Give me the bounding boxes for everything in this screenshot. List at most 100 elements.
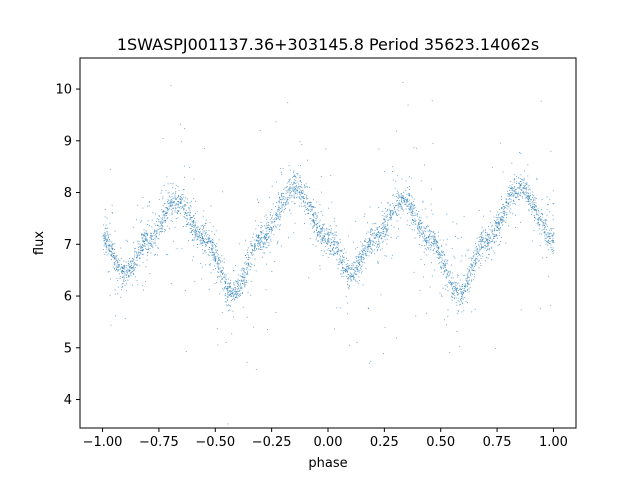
data-point [149, 240, 151, 242]
data-point [174, 211, 176, 213]
data-point [328, 239, 330, 241]
data-point [201, 278, 203, 280]
data-point [411, 204, 413, 206]
data-point [386, 243, 388, 245]
data-point [297, 174, 299, 176]
data-point [300, 185, 302, 187]
data-point [368, 238, 370, 239]
data-point [298, 188, 300, 190]
data-point [211, 249, 213, 251]
data-point [180, 213, 181, 214]
data-point [547, 236, 549, 238]
data-point [513, 195, 515, 197]
data-point [114, 252, 116, 254]
data-point [468, 276, 470, 278]
data-point [169, 203, 171, 205]
data-point [533, 206, 535, 208]
data-point [498, 216, 500, 218]
data-point [426, 240, 428, 242]
data-point [489, 234, 491, 236]
data-point [422, 240, 424, 242]
data-point [250, 251, 252, 253]
data-point [258, 225, 260, 227]
data-point [253, 326, 255, 328]
data-point [454, 281, 456, 283]
data-point [346, 281, 348, 283]
data-point [309, 202, 311, 204]
data-point [227, 423, 229, 425]
data-point [371, 251, 373, 253]
data-point [205, 230, 207, 232]
data-point [210, 272, 212, 274]
data-point [541, 213, 543, 214]
data-point [273, 226, 274, 228]
data-point [417, 228, 419, 230]
data-point [312, 206, 314, 208]
data-point [440, 271, 442, 273]
data-point [145, 238, 147, 240]
data-point [109, 238, 110, 240]
data-point [186, 212, 188, 214]
data-point [460, 299, 462, 301]
data-point [297, 186, 299, 188]
data-point [266, 217, 268, 219]
data-point [247, 262, 249, 264]
data-point [132, 273, 134, 275]
data-point [192, 240, 194, 242]
data-point [239, 275, 241, 277]
data-point [258, 234, 260, 236]
data-point [396, 209, 398, 211]
data-point [167, 199, 169, 201]
data-point [160, 223, 162, 225]
data-point [496, 226, 498, 228]
data-point [354, 279, 356, 281]
data-point [382, 222, 384, 224]
data-point [406, 205, 408, 207]
data-point [153, 233, 155, 234]
data-point [230, 296, 232, 297]
data-point [245, 255, 247, 256]
data-point [218, 262, 219, 264]
data-point [349, 269, 351, 270]
data-point [176, 198, 177, 200]
data-point [351, 268, 353, 270]
data-point [460, 298, 461, 300]
data-point [111, 245, 113, 247]
data-point [414, 206, 416, 208]
data-point [503, 213, 505, 214]
data-point [104, 239, 106, 241]
data-point [128, 275, 130, 277]
data-point [128, 258, 130, 260]
data-point [411, 209, 413, 211]
data-point [374, 230, 376, 231]
data-point [516, 197, 518, 199]
data-point [117, 270, 119, 272]
data-point [525, 187, 527, 189]
data-point [135, 263, 137, 265]
data-point [282, 193, 284, 194]
data-point [363, 254, 364, 256]
data-point [491, 231, 493, 233]
data-point [511, 190, 513, 192]
data-point [400, 200, 402, 202]
data-point [174, 194, 176, 196]
data-point [147, 242, 149, 244]
data-point [496, 237, 498, 239]
data-point [245, 264, 247, 265]
data-point [472, 264, 474, 266]
data-point [222, 287, 224, 289]
data-point [230, 286, 231, 288]
data-point [270, 226, 272, 228]
data-point [522, 193, 524, 195]
data-point [191, 229, 193, 231]
data-point [445, 259, 447, 261]
data-point [409, 207, 411, 209]
data-point [497, 211, 498, 213]
data-point [501, 208, 503, 209]
data-point [391, 218, 393, 220]
data-point [306, 203, 308, 205]
data-point [456, 302, 458, 303]
data-point [356, 246, 358, 248]
data-point [147, 249, 149, 250]
data-point [170, 201, 172, 203]
